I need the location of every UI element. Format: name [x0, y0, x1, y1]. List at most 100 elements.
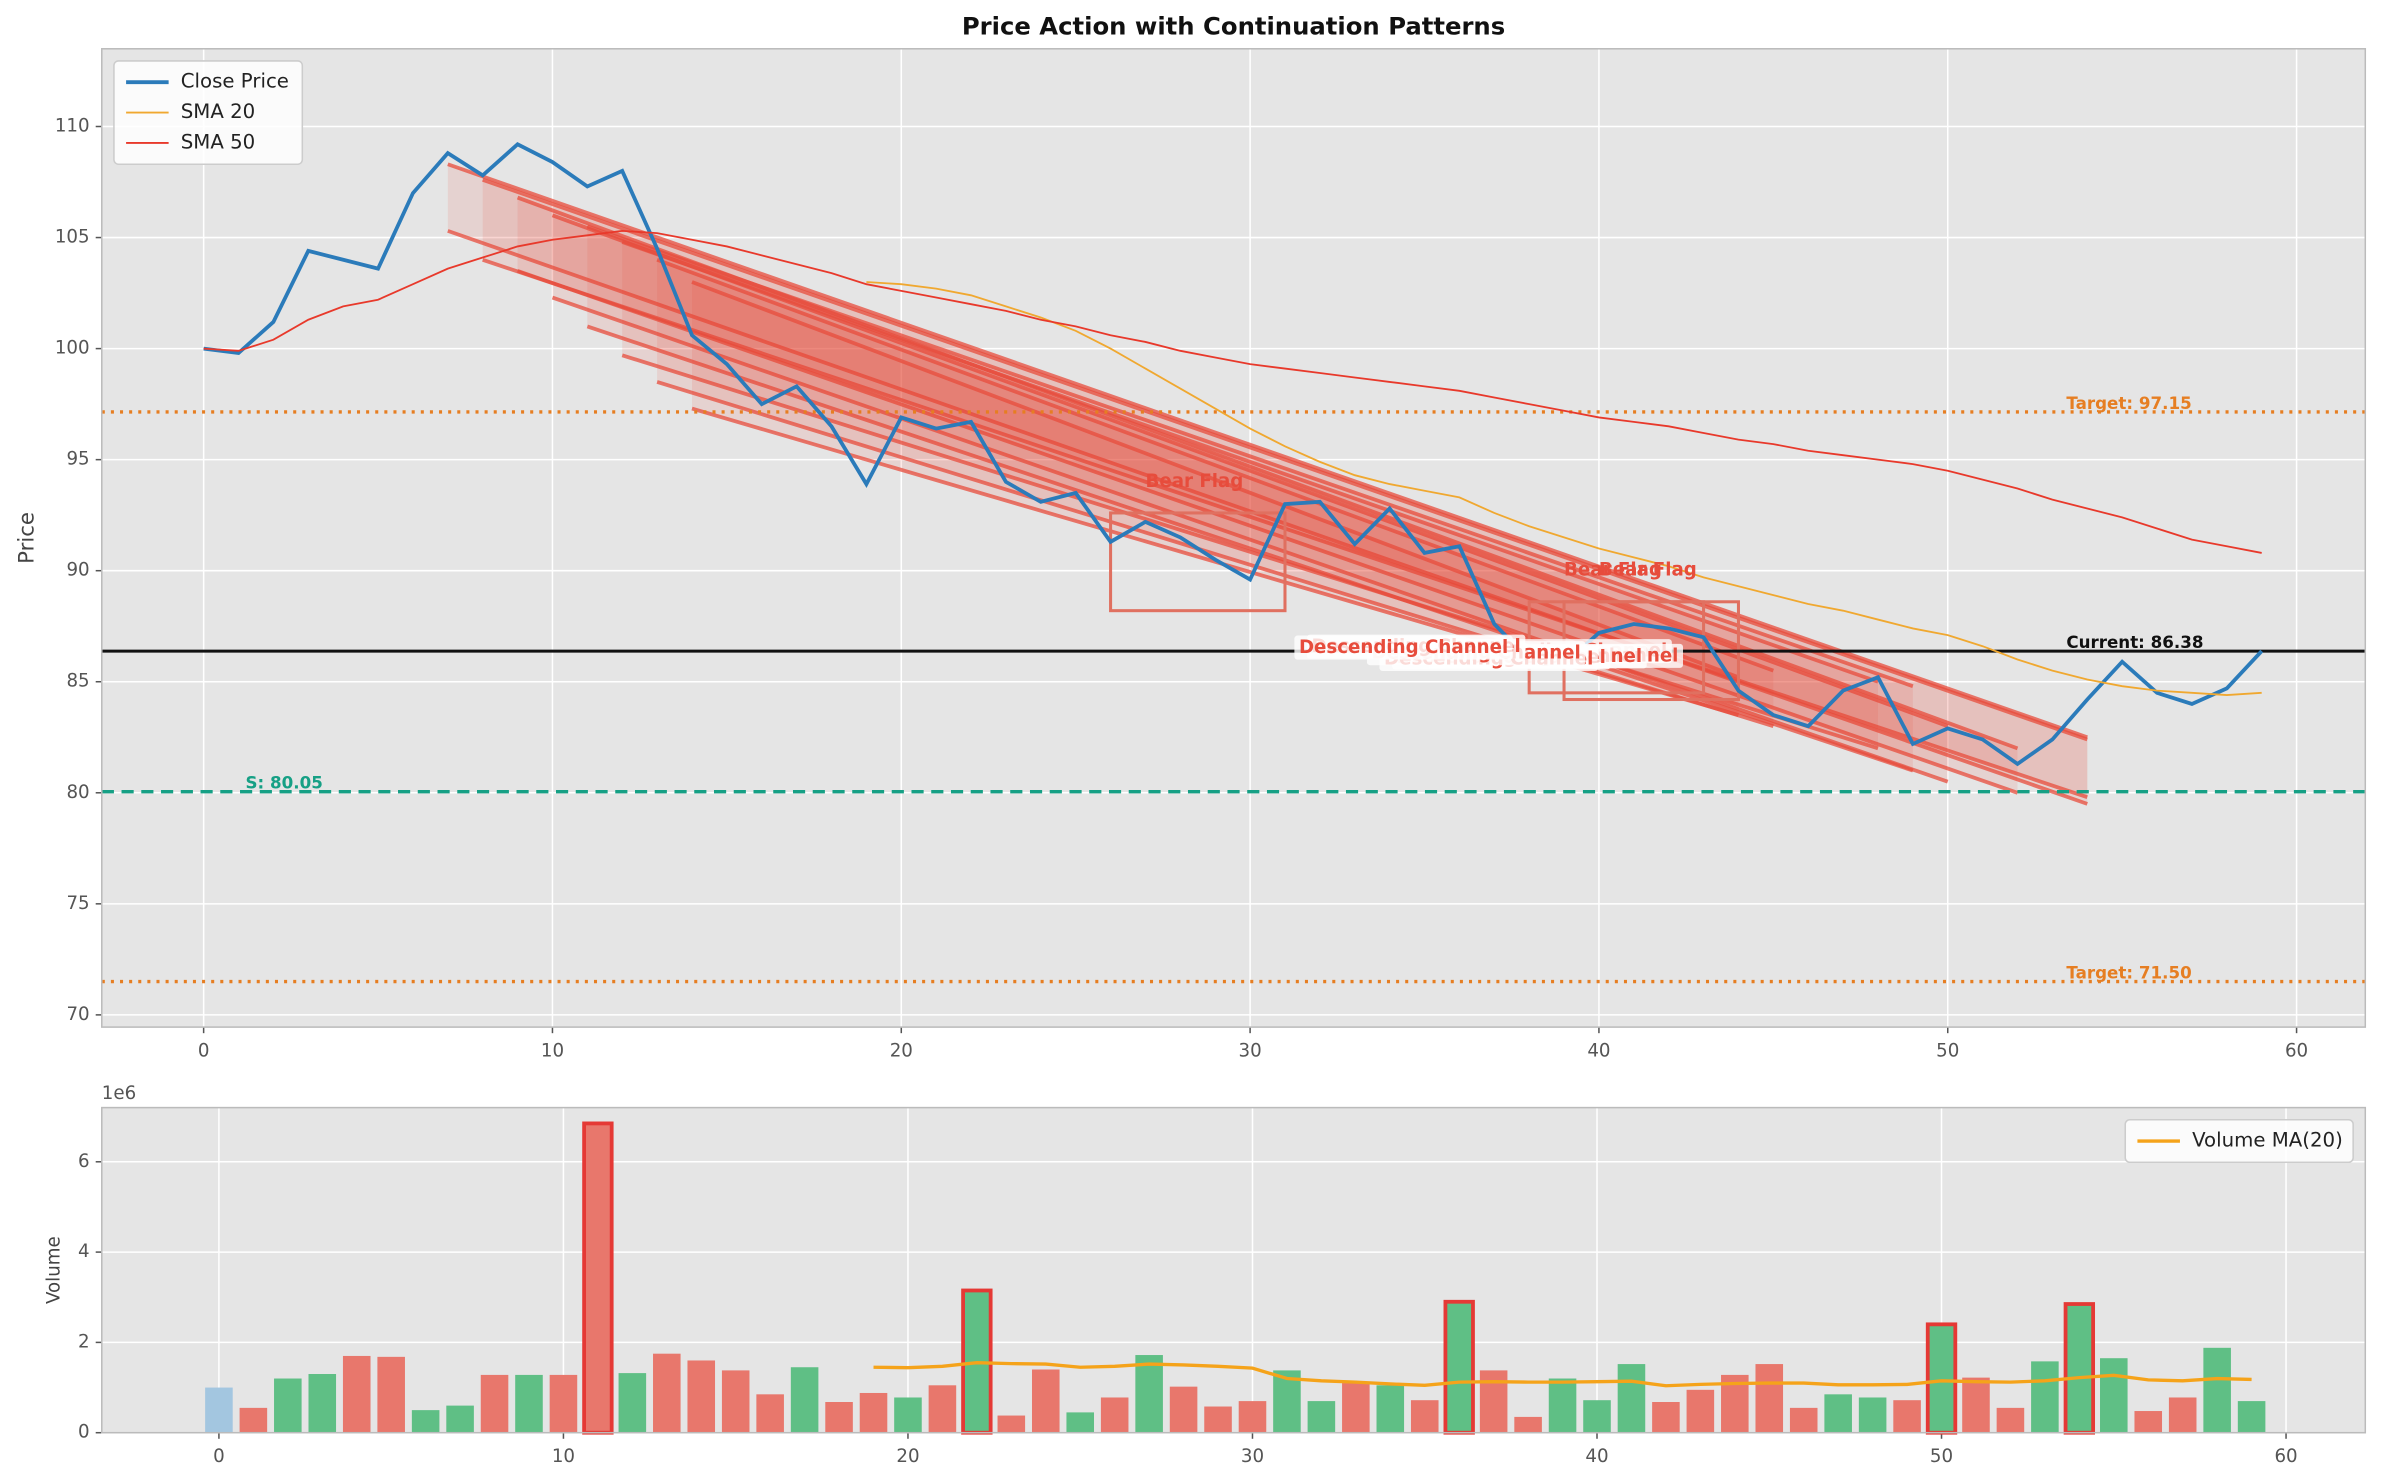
volume-bar	[2100, 1358, 2128, 1433]
y-tick-label: 100	[55, 338, 90, 359]
legend-label: SMA 20	[181, 100, 255, 123]
legend-label: SMA 50	[181, 130, 255, 153]
volume-bar	[1858, 1397, 1887, 1433]
y-tick-label: 70	[66, 1004, 89, 1025]
volume-bar	[2031, 1361, 2059, 1433]
x-tick-label: 50	[1936, 1040, 1959, 1061]
y-tick-label: 90	[66, 560, 89, 581]
volume-bar	[377, 1356, 405, 1433]
pattern-label: Bear Flag	[1145, 471, 1243, 492]
plot-frame	[101, 48, 2367, 1028]
y-tick-label: 85	[66, 671, 89, 692]
volume-bar	[2134, 1411, 2163, 1433]
volume-bar	[1996, 1407, 2025, 1433]
volume-bar	[2203, 1347, 2231, 1433]
x-tick-label: 10	[552, 1446, 575, 1467]
volume-bar	[480, 1374, 509, 1433]
y-axis-label: Price	[14, 512, 39, 564]
volume-bar	[2063, 1302, 2096, 1435]
volume-bar	[1652, 1402, 1680, 1433]
volume-bar	[274, 1378, 302, 1433]
volume-bar	[1376, 1385, 1405, 1433]
volume-bar	[582, 1121, 614, 1435]
volume-bar	[687, 1360, 716, 1433]
chart-title: Price Action with Continuation Patterns	[962, 12, 1505, 41]
channel-line	[447, 229, 2088, 806]
volume-bar	[997, 1415, 1026, 1433]
volume-bar	[1893, 1400, 1921, 1433]
legend-box	[2124, 1119, 2354, 1164]
channel-fill	[657, 259, 1774, 727]
x-tick-label: 40	[1587, 1040, 1610, 1061]
y-tick-label: 105	[55, 227, 90, 248]
volume-bar	[1583, 1400, 1611, 1433]
reference-label: Target: 97.15	[2066, 393, 2191, 413]
volume-bar	[928, 1385, 957, 1433]
channel-fill	[587, 226, 1913, 771]
channel-line	[621, 240, 1879, 684]
pattern-label: Bear Flag	[1564, 560, 1662, 581]
series-line	[203, 141, 2264, 767]
x-tick-label: 60	[2285, 1040, 2308, 1061]
channel-line	[621, 353, 1879, 751]
channel-line	[516, 269, 2019, 795]
volume-bar	[515, 1374, 543, 1433]
flag-box	[1109, 511, 1287, 613]
volume-bar	[2168, 1397, 2197, 1433]
x-tick-label: 30	[1241, 1446, 1264, 1467]
volume-bar	[2237, 1401, 2266, 1433]
y-axis-label: Volume	[44, 1236, 65, 1304]
volume-bar	[1100, 1397, 1129, 1433]
x-tick-label: 20	[890, 1040, 913, 1061]
volume-bar	[308, 1374, 337, 1433]
volume-bar	[1169, 1386, 1198, 1433]
y-tick-label: 2	[78, 1331, 90, 1352]
volume-bar	[721, 1370, 750, 1433]
volume-bar	[549, 1374, 578, 1433]
y-tick-label: 0	[78, 1422, 90, 1443]
y-tick-label: 75	[66, 893, 89, 914]
volume-bar	[1755, 1364, 1784, 1433]
volume-bar	[653, 1353, 681, 1433]
volume-bar	[859, 1392, 888, 1433]
volume-bar	[1686, 1389, 1715, 1433]
reference-label: Target: 71.50	[2066, 962, 2191, 982]
volume-bar	[1307, 1401, 1336, 1433]
volume-bar	[1514, 1416, 1542, 1433]
legend-box	[113, 60, 304, 165]
volume-bar	[825, 1402, 853, 1433]
offset-label: 1e6	[102, 1083, 136, 1104]
x-tick-label: 10	[541, 1040, 564, 1061]
y-tick-label: 6	[78, 1151, 90, 1172]
plot-frame	[101, 1106, 2367, 1434]
pattern-label: Descending Channel	[1299, 637, 1508, 658]
volume-bar	[1342, 1383, 1370, 1433]
channel-fill	[691, 281, 1739, 716]
series-line	[203, 229, 2262, 554]
x-tick-label: 30	[1239, 1040, 1262, 1061]
volume-bar	[1135, 1355, 1163, 1433]
legend-label: Close Price	[181, 70, 289, 93]
volume-bar	[446, 1405, 474, 1433]
volume-bar	[1479, 1370, 1508, 1433]
volume-bar	[756, 1394, 784, 1433]
x-tick-label: 40	[1585, 1446, 1608, 1467]
y-tick-label: 95	[66, 449, 89, 470]
volume-bar	[1617, 1364, 1646, 1433]
ma-line	[873, 1361, 2252, 1388]
volume-bar	[239, 1407, 268, 1433]
plot-area	[101, 1107, 2366, 1433]
volume-bar	[1443, 1299, 1475, 1435]
x-tick-label: 0	[213, 1446, 225, 1467]
volume-bar	[1066, 1412, 1095, 1433]
plot-area	[101, 48, 2366, 1028]
reference-label: S: 80.05	[245, 773, 322, 793]
pattern-label: Bear Flag	[1599, 560, 1697, 581]
volume-bar	[1548, 1378, 1577, 1433]
volume-bar	[1204, 1406, 1232, 1433]
x-tick-label: 60	[2274, 1446, 2297, 1467]
legend-label: Volume MA(20)	[2192, 1129, 2343, 1152]
label-bg	[1294, 635, 1513, 660]
volume-bar	[205, 1387, 233, 1433]
